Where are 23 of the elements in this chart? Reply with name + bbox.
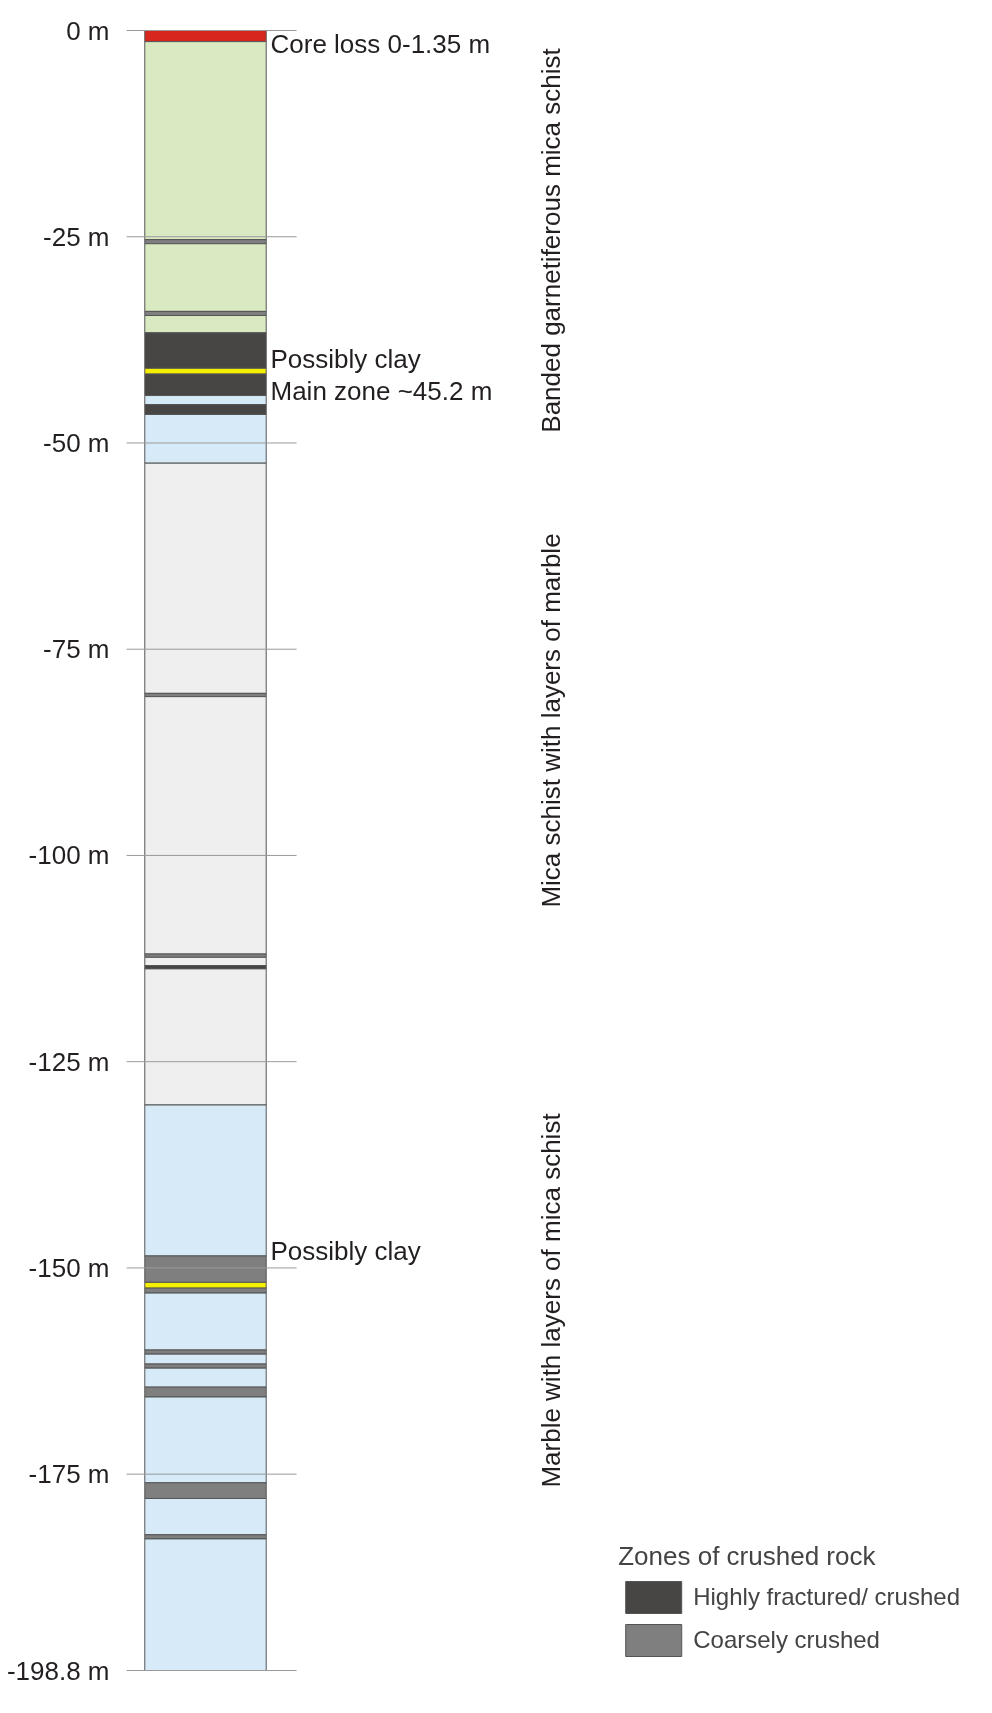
y-tick-label: -198.8 m xyxy=(6,1655,110,1686)
bar xyxy=(144,1538,267,1671)
bar xyxy=(144,243,267,312)
bar xyxy=(144,696,267,955)
text: Banded garnetiferous mica schist xyxy=(535,47,566,433)
legend-label: Coarsely crushed xyxy=(693,1626,880,1654)
y-tick-label: 0 m xyxy=(66,15,110,46)
legend-title: Zones of crushed rock xyxy=(618,1541,877,1572)
y-tick-label: -150 m xyxy=(28,1252,110,1283)
text: Possibly clay xyxy=(270,1235,421,1266)
text: Mica schist with layers of marble xyxy=(535,533,566,908)
text: Core loss 0-1.35 m xyxy=(270,28,491,59)
y-tick-label: -50 m xyxy=(43,427,110,458)
y-tick-label: -175 m xyxy=(28,1459,110,1490)
legend-label: Highly fractured/ crushed xyxy=(693,1583,960,1611)
bar xyxy=(144,1353,267,1365)
text: Main zone ~45.2 m xyxy=(270,375,493,406)
y-tick-label: -125 m xyxy=(28,1046,110,1077)
text: Marble with layers of mica schist xyxy=(535,1112,566,1488)
text: Possibly clay xyxy=(270,343,421,374)
y-tick-label: -25 m xyxy=(43,221,110,252)
y-tick-label: -100 m xyxy=(28,840,110,871)
y-tick-label: -75 m xyxy=(43,634,110,665)
